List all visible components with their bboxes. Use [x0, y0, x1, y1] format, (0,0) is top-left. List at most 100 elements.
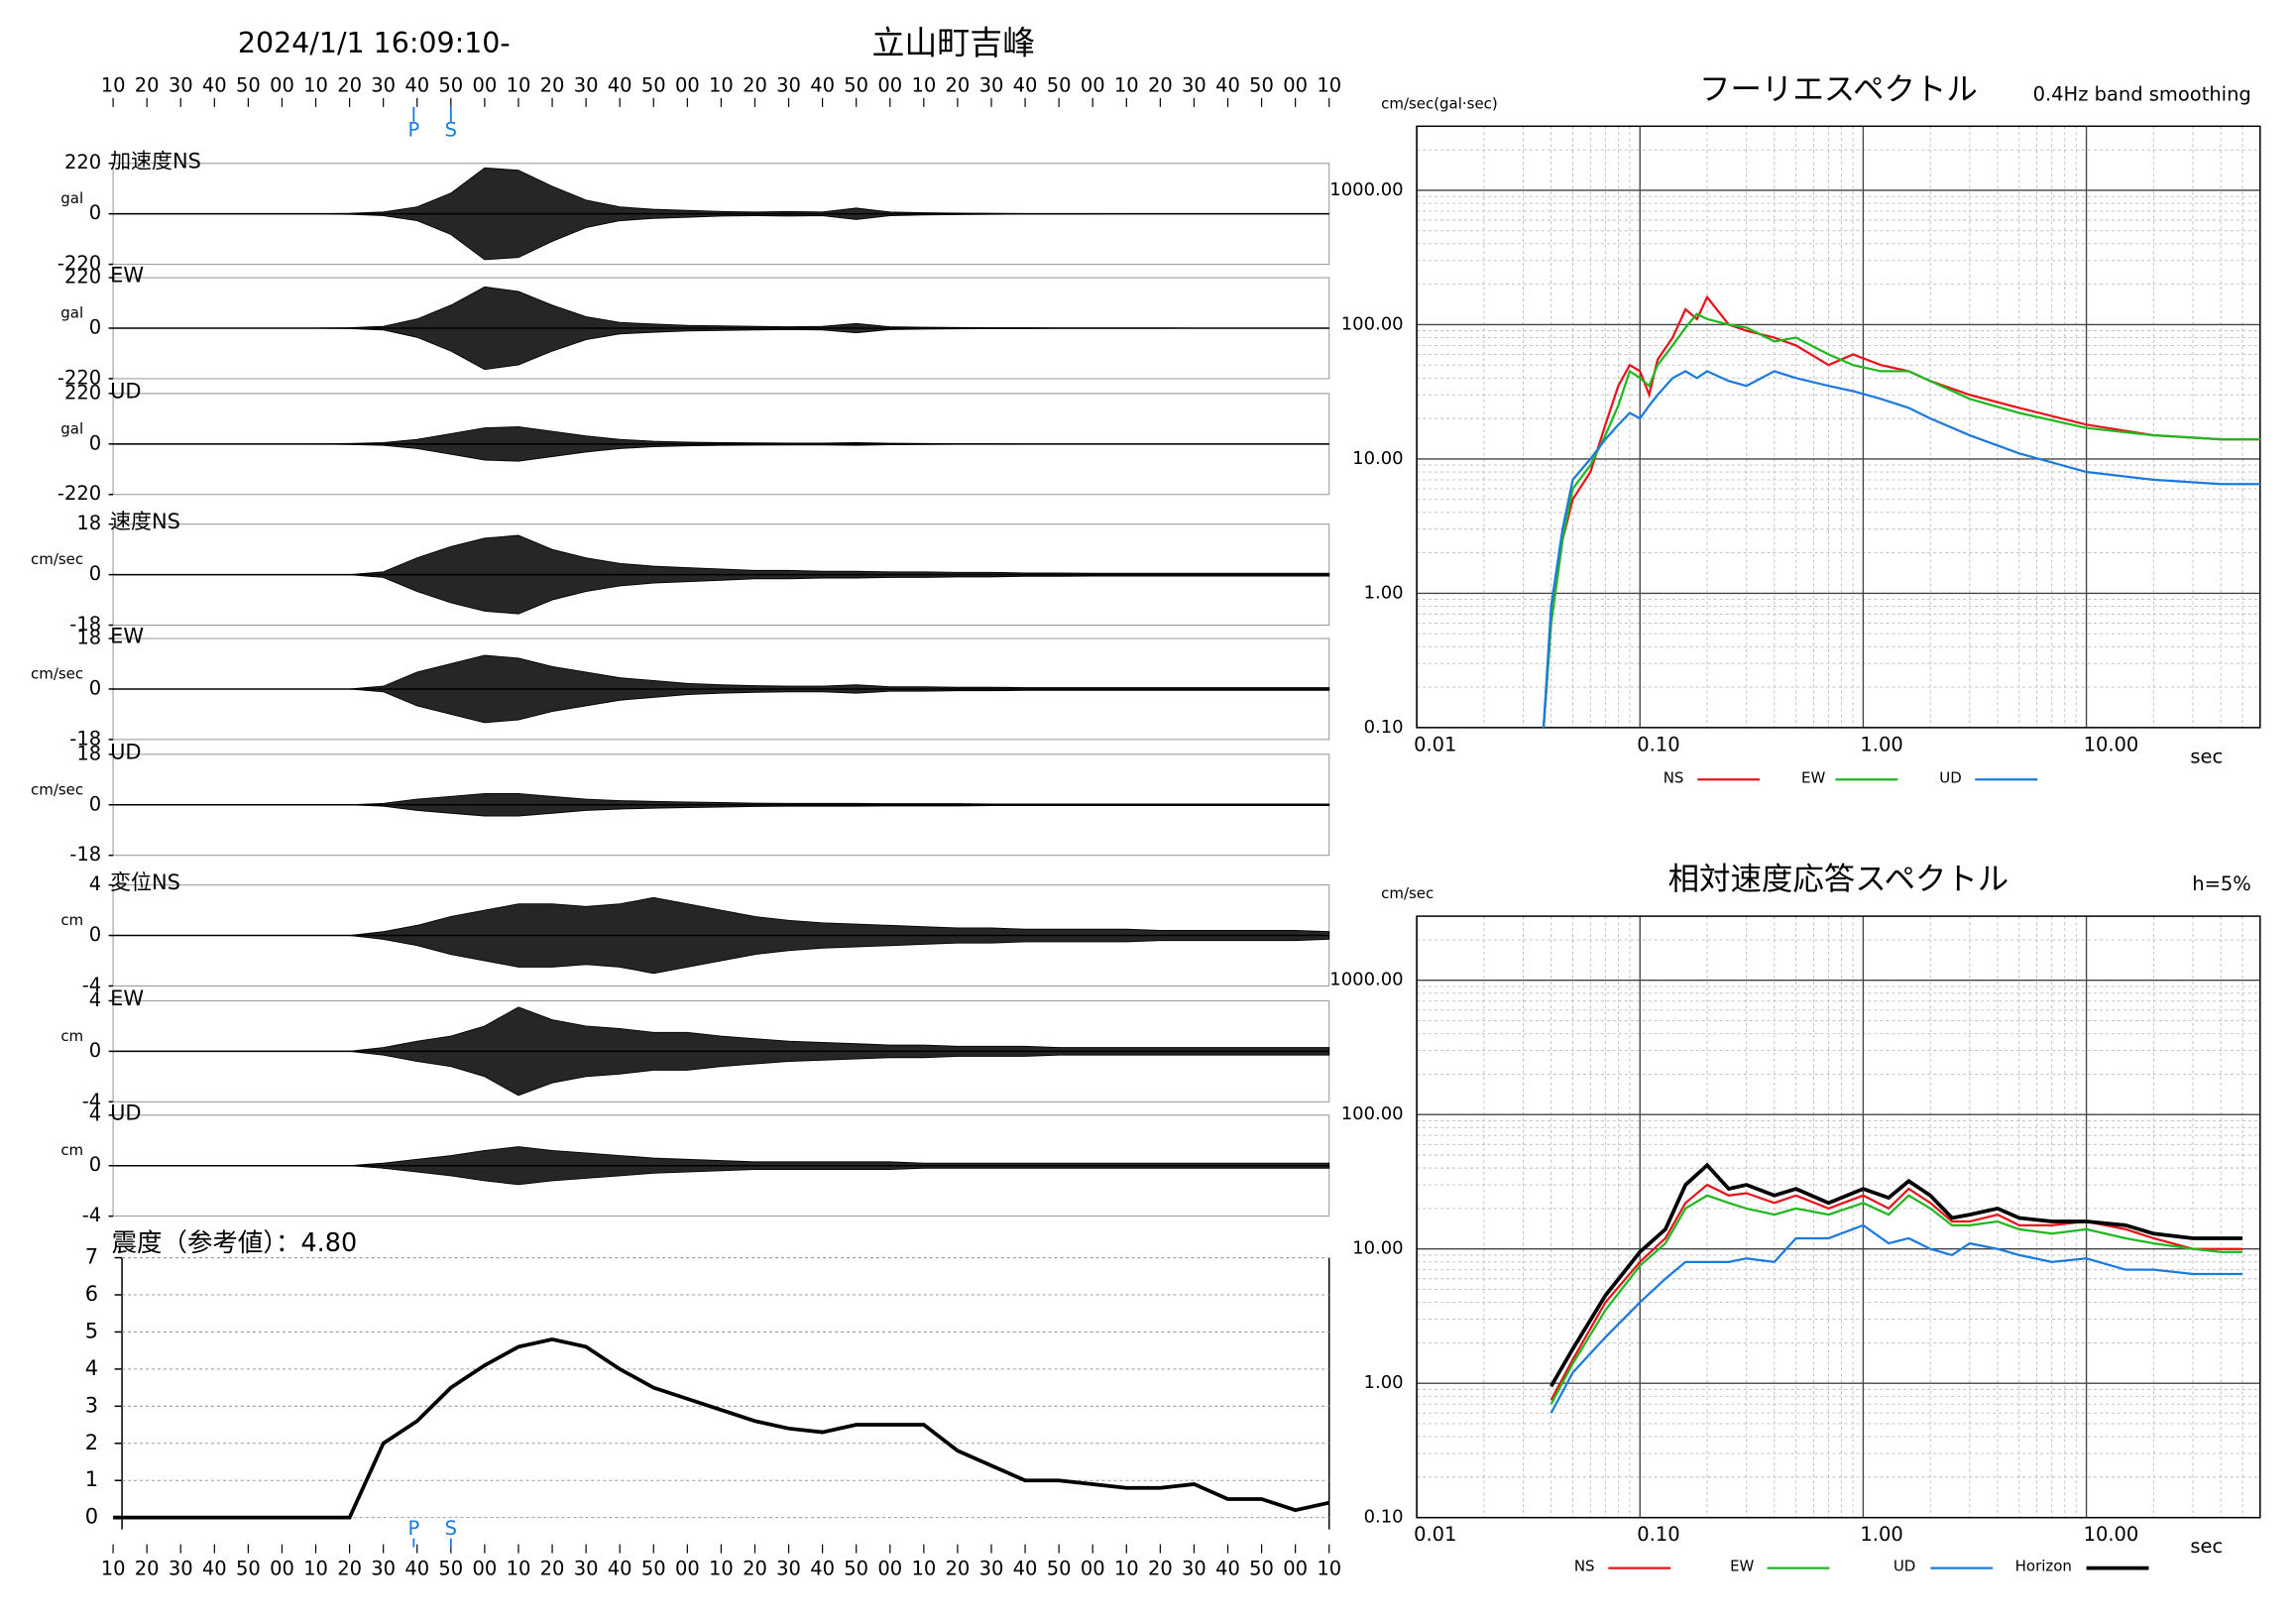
time-tick-label: 40: [1013, 1558, 1038, 1580]
time-tick-label: 40: [810, 1558, 835, 1580]
panel-label: EW: [110, 264, 144, 288]
time-tick-label: 30: [574, 1558, 599, 1580]
time-tick-label: 30: [1182, 1558, 1206, 1580]
x-tick-label: 0.01: [1414, 1523, 1456, 1546]
y-tick-label: 1000.00: [1329, 970, 1403, 990]
unit-label: gal: [60, 419, 83, 437]
y-tick-label: -220: [57, 366, 101, 389]
phase-label: P: [407, 1517, 419, 1540]
panel-label: 変位NS: [110, 870, 180, 894]
time-tick-label: 40: [608, 73, 632, 96]
time-tick-label: 50: [438, 73, 463, 96]
legend-label: EW: [1730, 1558, 1754, 1575]
time-tick-label: 30: [371, 1558, 396, 1580]
time-tick-label: 10: [911, 1558, 936, 1580]
y-tick-label: 0.10: [1364, 717, 1404, 738]
time-tick-label: 50: [1249, 1558, 1274, 1580]
time-tick-label: 10: [101, 1558, 126, 1580]
station: 立山町吉峰: [871, 23, 1035, 61]
time-tick-label: 40: [404, 1558, 429, 1580]
time-tick-label: 10: [709, 1558, 734, 1580]
time-tick-label: 10: [303, 1558, 328, 1580]
waveform-envelope: [113, 574, 1330, 615]
time-tick-label: 00: [1283, 1558, 1308, 1580]
plot-frame: [1416, 915, 2261, 1519]
time-tick-label: 30: [371, 73, 396, 96]
y-tick-label: 4: [89, 1102, 101, 1125]
panel-label: UD: [110, 1101, 141, 1124]
y-tick-label: 4: [89, 872, 101, 895]
datetime: 2024/1/1 16:09:10-: [238, 27, 511, 59]
y-tick-label: -18: [69, 727, 101, 750]
unit-label: cm: [60, 1027, 83, 1045]
legend-label: NS: [1664, 768, 1684, 786]
time-tick-label: 40: [1013, 73, 1038, 96]
time-tick-label: 10: [507, 1558, 531, 1580]
waveform-envelope: [113, 1006, 1330, 1052]
y-tick-label: 18: [76, 742, 101, 764]
time-tick-label: 30: [169, 73, 193, 96]
time-tick-label: 30: [979, 73, 1004, 96]
time-tick-label: 10: [1317, 1558, 1341, 1580]
time-tick-label: 50: [641, 1558, 666, 1580]
phase-label: S: [445, 1517, 457, 1540]
time-tick-label: 30: [1182, 73, 1206, 96]
spectrum-line: [1550, 1194, 2242, 1405]
y-tick-label: -4: [82, 1204, 101, 1226]
waveform-envelope: [113, 654, 1330, 690]
y-tick-label: 1: [85, 1467, 98, 1491]
time-tick-label: 20: [1148, 73, 1173, 96]
time-tick-label: 10: [1317, 73, 1341, 96]
y-axis-label: cm/sec: [1381, 884, 1434, 902]
unit-label: cm: [60, 911, 83, 929]
x-tick-label: 1.00: [1860, 1523, 1902, 1546]
y-tick-label: 220: [64, 151, 101, 174]
y-tick-label: 0: [89, 431, 101, 454]
time-tick-label: 50: [236, 73, 261, 96]
phase-label: S: [445, 118, 457, 141]
spectrum-line: [1542, 370, 2260, 728]
legend-label: UD: [1894, 1558, 1915, 1575]
waveform-envelope: [113, 1146, 1330, 1167]
unit-label: cm/sec: [31, 550, 83, 568]
time-tick-label: 20: [743, 73, 767, 96]
x-axis-label: sec: [2190, 745, 2223, 767]
time-tick-label: 40: [1215, 73, 1240, 96]
y-tick-label: 0: [89, 923, 101, 946]
panel-label: UD: [110, 740, 141, 763]
waveform-envelope: [113, 213, 1329, 261]
time-tick-label: 40: [202, 73, 227, 96]
time-tick-label: 20: [540, 73, 565, 96]
spectrum-subtitle: h=5%: [2192, 872, 2251, 895]
spectrum-line: [1550, 1223, 2242, 1414]
time-tick-label: 50: [641, 73, 666, 96]
y-tick-label: 100.00: [1341, 313, 1404, 334]
time-tick-label: 50: [1047, 1558, 1072, 1580]
time-tick-label: 00: [675, 73, 700, 96]
y-tick-label: 0: [89, 1153, 101, 1176]
time-tick-label: 40: [608, 1558, 632, 1580]
time-tick-label: 30: [574, 73, 599, 96]
spectrum-title: 相対速度応答スペクトル: [1668, 862, 2009, 897]
x-tick-label: 1.00: [1860, 733, 1902, 755]
time-tick-label: 30: [776, 1558, 801, 1580]
panel-label: 加速度NS: [110, 149, 201, 173]
time-tick-label: 20: [1148, 1558, 1173, 1580]
waveform-envelope: [113, 167, 1329, 215]
panel-label: EW: [110, 625, 144, 648]
y-tick-label: 0: [85, 1505, 98, 1529]
time-tick-label: 20: [946, 1558, 971, 1580]
time-tick-label: 00: [1081, 73, 1105, 96]
y-tick-label: 4: [89, 988, 101, 1011]
time-tick-label: 00: [675, 1558, 700, 1580]
y-tick-label: -220: [57, 252, 101, 275]
x-tick-label: 10.00: [2084, 733, 2139, 755]
time-tick-label: 10: [101, 73, 126, 96]
legend-label: NS: [1574, 1558, 1595, 1575]
waveform-envelope: [113, 534, 1330, 576]
y-tick-label: 1000.00: [1329, 179, 1403, 200]
y-tick-label: 0: [89, 1039, 101, 1062]
time-tick-label: 20: [337, 1558, 362, 1580]
time-tick-label: 00: [1081, 1558, 1105, 1580]
legend-label: EW: [1801, 768, 1825, 786]
